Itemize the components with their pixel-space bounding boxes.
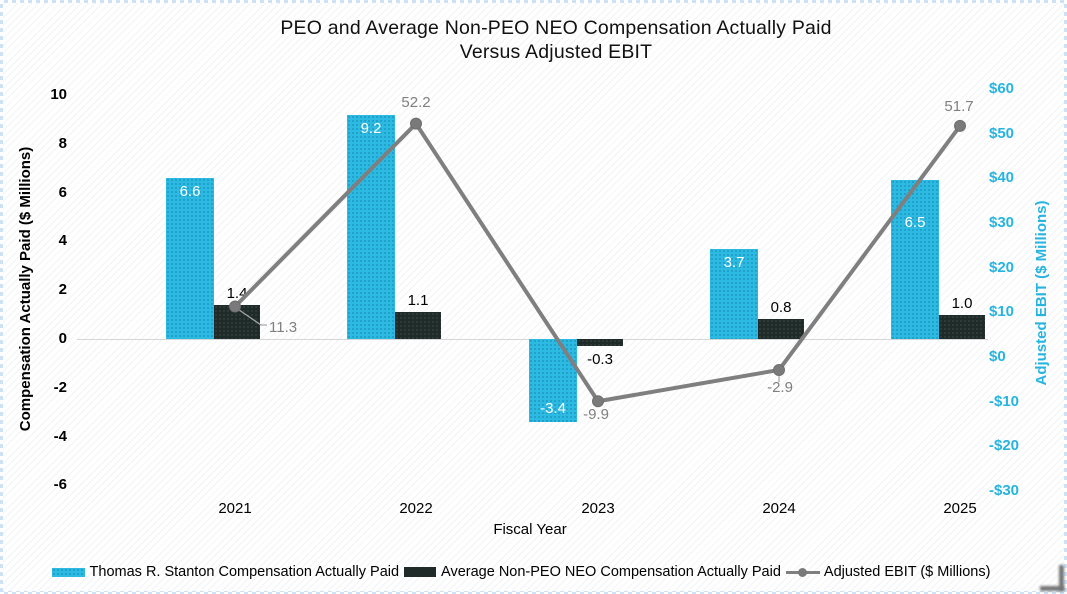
bar-label-cyan-2021: 6.6 <box>179 182 201 200</box>
legend-label-peo: Thomas R. Stanton Compensation Actually … <box>89 564 400 580</box>
bar-label-dark-2023: -0.3 <box>587 351 613 369</box>
bar-label-cyan-2025: 6.5 <box>904 214 926 232</box>
ebit-line-marker-2021 <box>229 300 241 313</box>
left-axis-tick-label: -6 <box>53 476 67 494</box>
ebit-line-marker-2024 <box>773 363 785 376</box>
left-axis-tick-label: 8 <box>58 134 67 152</box>
ebit-label-2022: 52.2 <box>401 94 431 111</box>
bar-label-dark-2025: 1.0 <box>951 294 973 312</box>
x-axis-category-label: 2025 <box>943 500 977 517</box>
left-axis-tick-label: 10 <box>50 86 67 103</box>
legend-item-nonpeo: Average Non-PEO NEO Compensation Actuall… <box>404 564 781 580</box>
right-axis-tick-label: $60 <box>989 79 1015 97</box>
bar-cyan-2024 <box>710 248 758 339</box>
bar-label-dark-2022: 1.1 <box>407 292 429 310</box>
legend: Thomas R. Stanton Compensation Actually … <box>3 564 1044 580</box>
ebit-label-2024: -2.9 <box>767 379 793 396</box>
chart-canvas: PEO and Average Non-PEO NEO Compensation… <box>3 3 1064 591</box>
right-axis-tick-label: $40 <box>989 169 1015 187</box>
legend-item-peo: Thomas R. Stanton Compensation Actually … <box>51 564 400 580</box>
bar-dark-2025 <box>939 314 985 339</box>
bar-dark-2024 <box>758 319 804 339</box>
right-axis-tick-label: $0 <box>989 348 1006 365</box>
chart-title: PEO and Average Non-PEO NEO Compensation… <box>48 16 1064 64</box>
x-axis-category-label: 2024 <box>762 500 796 517</box>
ebit-line <box>233 120 962 404</box>
legend-item-ebit: Adjusted EBIT ($ Millions) <box>785 564 991 580</box>
right-axis-tick-label: -$10 <box>989 392 1020 410</box>
ebit-label-2023: -9.9 <box>583 406 609 423</box>
bar-dark-2022 <box>395 312 441 339</box>
bar-label-dark-2024: 0.8 <box>770 299 792 317</box>
legend-label-ebit: Adjusted EBIT ($ Millions) <box>823 564 991 580</box>
bar-label-cyan-2022: 9.2 <box>360 119 382 137</box>
ebit-line-series <box>229 117 966 408</box>
x-axis-category-label: 2021 <box>218 500 252 517</box>
right-axis-tick-label: $20 <box>989 258 1015 276</box>
ebit-line-marker-2023 <box>592 395 604 408</box>
ebit-line-marker-2025 <box>954 119 966 132</box>
ebit-label-2021: 11.3 <box>269 319 298 336</box>
chart-title-line1: PEO and Average Non-PEO NEO Compensation… <box>280 17 832 39</box>
bar-cyan-2021 <box>166 177 214 339</box>
ebit-line-marker-2022 <box>410 117 422 130</box>
ebit-label-2025: 51.7 <box>944 98 974 115</box>
bar-label-cyan-2023: -3.4 <box>540 399 566 417</box>
nonpeo-bar-swatch-icon <box>404 567 437 577</box>
bar-dark-2021 <box>214 304 260 339</box>
bar-cyan-2025 <box>891 180 939 339</box>
x-axis-category-label: 2023 <box>581 500 615 517</box>
data-label-leader-line <box>236 307 267 326</box>
right-axis-tick-label: -$20 <box>989 437 1020 455</box>
corner-shadow-right <box>1059 565 1064 591</box>
legend-label-nonpeo: Average Non-PEO NEO Compensation Actuall… <box>441 564 781 580</box>
bar-cyan-2023 <box>529 339 577 422</box>
x-axis-category-label: 2022 <box>399 500 433 517</box>
left-axis-tick-label: -4 <box>53 427 67 445</box>
left-axis-tick-label: 6 <box>58 183 67 201</box>
right-axis-tick-label: $50 <box>989 124 1015 142</box>
left-axis-tick-label: 4 <box>58 232 67 250</box>
left-axis-tick-label: 2 <box>58 281 67 299</box>
right-axis-tick-label: -$30 <box>989 482 1020 500</box>
peo-bar-swatch-icon <box>51 567 85 577</box>
left-axis-tick-label: -2 <box>53 378 67 396</box>
right-axis-tick-label: $30 <box>989 213 1015 231</box>
bar-label-cyan-2024: 3.7 <box>723 253 745 271</box>
ebit-line-swatch-icon <box>785 567 820 578</box>
left-axis-tick-label: 0 <box>58 330 67 347</box>
corner-shadow-bottom <box>1040 586 1064 591</box>
chart-title-line2: Versus Adjusted EBIT <box>459 41 653 63</box>
right-axis-tick-label: $10 <box>989 303 1015 321</box>
x-axis-title: Fiscal Year <box>493 521 567 538</box>
bar-dark-2023 <box>577 339 623 347</box>
